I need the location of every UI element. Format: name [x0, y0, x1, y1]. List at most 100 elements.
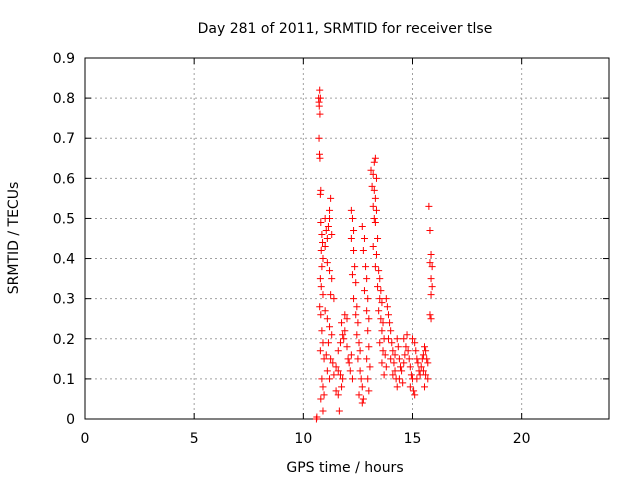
- data-point: [317, 218, 325, 226]
- data-point: [395, 355, 403, 363]
- data-point: [363, 307, 371, 315]
- data-point: [334, 367, 342, 375]
- data-point: [388, 339, 396, 347]
- data-point: [343, 343, 351, 351]
- data-point: [327, 194, 335, 202]
- data-point: [326, 267, 334, 275]
- data-point: [335, 407, 343, 415]
- data-point: [354, 355, 362, 363]
- data-point: [332, 363, 340, 371]
- data-point: [411, 391, 419, 399]
- data-point: [334, 391, 342, 399]
- data-point: [365, 315, 373, 323]
- data-point: [323, 315, 331, 323]
- data-point: [316, 86, 324, 94]
- data-point: [414, 359, 422, 367]
- data-point: [319, 291, 327, 299]
- data-point: [326, 206, 334, 214]
- data-point: [406, 363, 414, 371]
- data-point: [374, 283, 382, 291]
- y-tick-label: 0.5: [53, 211, 75, 227]
- data-point: [365, 343, 373, 351]
- data-point: [368, 182, 376, 190]
- data-point: [351, 263, 359, 271]
- data-point: [359, 247, 367, 255]
- data-point: [328, 331, 336, 339]
- data-point: [317, 247, 325, 255]
- data-point: [328, 230, 336, 238]
- data-point: [381, 351, 389, 359]
- data-point: [395, 375, 403, 383]
- data-point: [319, 255, 327, 263]
- data-point: [341, 327, 349, 335]
- data-point: [376, 339, 384, 347]
- data-point: [405, 355, 413, 363]
- data-point: [380, 371, 388, 379]
- data-point: [384, 311, 392, 319]
- data-point: [377, 287, 385, 295]
- data-point: [345, 359, 353, 367]
- data-point: [371, 218, 379, 226]
- data-point: [336, 371, 344, 379]
- data-point: [336, 339, 344, 347]
- data-point: [316, 94, 324, 102]
- data-point: [332, 387, 340, 395]
- axis-ticks: 0 0.1 0.2 0.3 0.4 0.5 0.6 0.7 0.8 0.9 0 5 10 15 20: [53, 51, 609, 447]
- data-point: [413, 375, 421, 383]
- data-point: [353, 303, 361, 311]
- data-point: [355, 391, 363, 399]
- data-point: [426, 311, 434, 319]
- data-point: [371, 194, 379, 202]
- data-point: [356, 347, 364, 355]
- data-point: [390, 359, 398, 367]
- data-point: [406, 383, 414, 391]
- data-point: [339, 375, 347, 383]
- data-point: [316, 190, 324, 198]
- data-point: [421, 343, 429, 351]
- data-point: [403, 331, 411, 339]
- data-point: [340, 335, 348, 343]
- x-tick-label: 15: [404, 431, 422, 447]
- data-point: [393, 335, 401, 343]
- data-point: [364, 327, 372, 335]
- data-point: [378, 327, 386, 335]
- data-point: [419, 351, 427, 359]
- data-point: [428, 263, 436, 271]
- data-point: [320, 391, 328, 399]
- data-point: [393, 383, 401, 391]
- data-point: [382, 295, 390, 303]
- data-point: [423, 355, 431, 363]
- data-point: [379, 319, 387, 327]
- data-point: [352, 311, 360, 319]
- data-point: [411, 339, 419, 347]
- y-tick-label: 0.3: [53, 292, 75, 308]
- data-point: [316, 347, 324, 355]
- data-point: [347, 206, 355, 214]
- data-point: [338, 383, 346, 391]
- data-point: [321, 307, 329, 315]
- data-point: [378, 359, 386, 367]
- data-point: [334, 347, 342, 355]
- data-point: [404, 347, 412, 355]
- data-point: [315, 134, 323, 142]
- data-point: [358, 222, 366, 230]
- y-tick-label: 0.7: [53, 131, 75, 147]
- data-point: [341, 311, 349, 319]
- data-point: [322, 226, 330, 234]
- data-point: [426, 259, 434, 267]
- x-tick-label: 0: [81, 431, 90, 447]
- data-point: [316, 303, 324, 311]
- data-point: [321, 243, 329, 251]
- data-point: [377, 315, 385, 323]
- data-point: [375, 307, 383, 315]
- data-point: [369, 170, 377, 178]
- data-point: [427, 275, 435, 283]
- data-point: [376, 295, 384, 303]
- data-point: [319, 239, 327, 247]
- data-point: [327, 291, 335, 299]
- data-point: [382, 363, 390, 371]
- data-point: [379, 347, 387, 355]
- data-point: [355, 339, 363, 347]
- data-point: [316, 275, 324, 283]
- data-point: [360, 287, 368, 295]
